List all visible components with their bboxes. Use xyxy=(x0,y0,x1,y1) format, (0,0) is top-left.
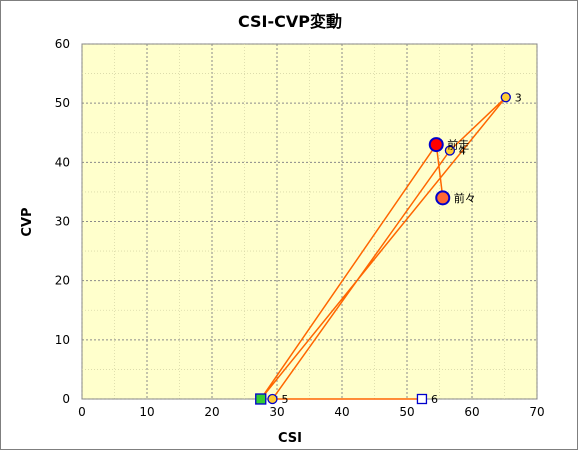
data-point-marker xyxy=(428,137,444,153)
data-point-marker xyxy=(500,92,511,103)
y-tick-label: 50 xyxy=(55,96,70,110)
y-tick-label: 0 xyxy=(62,392,70,406)
point-label: 3 xyxy=(515,91,522,104)
data-point-marker xyxy=(444,145,456,156)
data-point-marker xyxy=(267,393,278,405)
x-tick-label: 50 xyxy=(399,405,414,419)
chart-title: CSI-CVP変動 xyxy=(238,12,342,31)
y-tick-label: 60 xyxy=(55,37,70,51)
data-point-marker xyxy=(416,393,428,405)
point-label: 6 xyxy=(431,393,438,406)
series-markers xyxy=(255,92,511,405)
data-point-marker xyxy=(255,393,267,405)
x-tick-label: 30 xyxy=(269,405,284,419)
x-tick-label: 0 xyxy=(78,405,86,419)
x-tick-label: 60 xyxy=(464,405,479,419)
point-label: 前走 xyxy=(447,138,469,152)
y-axis-label: CVP xyxy=(20,207,35,236)
data-point-marker xyxy=(435,190,451,206)
y-tick-label: 10 xyxy=(55,333,70,347)
point-label: 4 xyxy=(459,145,466,158)
point-label: 5 xyxy=(281,393,288,406)
x-tick-label: 40 xyxy=(334,405,349,419)
x-tick-label: 70 xyxy=(529,405,544,419)
y-tick-label: 30 xyxy=(55,215,70,229)
grid-lines xyxy=(81,43,538,400)
point-labels: 前々 前走 3 4 5 6 xyxy=(281,91,521,406)
x-tick-label: 20 xyxy=(204,405,219,419)
x-tick-label: 10 xyxy=(139,405,154,419)
point-label: 前々 xyxy=(454,191,476,205)
y-tick-label: 40 xyxy=(55,155,70,169)
x-axis-label: CSI xyxy=(278,431,302,446)
y-tick-label: 20 xyxy=(55,274,70,288)
tick-labels: 0 10 20 30 40 50 60 70 0 10 20 30 40 50 60 xyxy=(55,37,545,419)
